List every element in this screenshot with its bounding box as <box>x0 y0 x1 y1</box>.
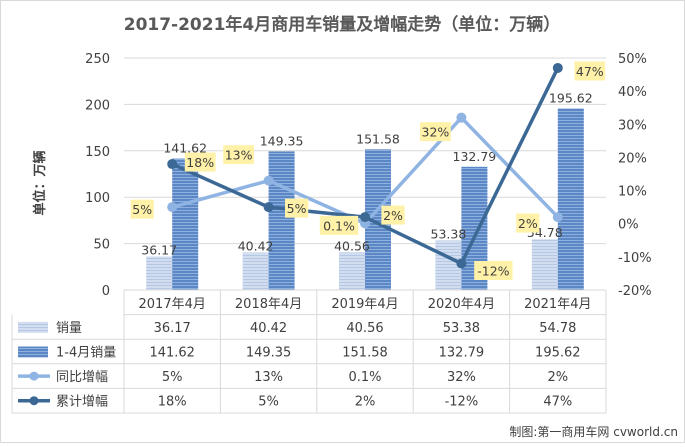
yoy-growth-label: 13% <box>225 148 253 163</box>
legend-label: 同比增幅 <box>56 370 108 385</box>
y2-tick-label: 20% <box>618 151 647 166</box>
x-tick-label: 2021年4月 <box>524 297 591 312</box>
x-tick-label: 2019年4月 <box>331 297 398 312</box>
bar-sales <box>146 256 173 290</box>
table-cell: 2% <box>547 370 568 385</box>
legend-key-bar <box>18 321 48 333</box>
plot-area: 0 50 100 150 200 250 -20% -10% 0% 10% 20% 30% 40% 50%… <box>11 52 652 414</box>
cumulative-growth-label-bg <box>381 205 405 225</box>
yoy-growth-marker <box>263 175 274 186</box>
table-cell: 40.42 <box>250 321 287 336</box>
y2-tick-label: -10% <box>618 251 652 266</box>
y-axis-label: 单位：万辆 <box>32 150 48 215</box>
table-cell: 5% <box>162 370 183 385</box>
table-cell: 53.38 <box>443 321 480 336</box>
yoy-growth-label-bg <box>319 215 359 235</box>
legend-label: 1-4月销量 <box>56 346 116 361</box>
bar-sales-label: 40.42 <box>238 238 274 253</box>
table-cell: 149.35 <box>246 346 292 361</box>
legend-key-marker <box>29 396 39 406</box>
cumulative-growth-label: 2% <box>383 208 403 223</box>
bar-cumulative-label: 149.35 <box>260 133 304 148</box>
table-cell: 141.62 <box>149 346 195 361</box>
table-cell: 18% <box>158 395 187 410</box>
y2-tick-label: 0% <box>618 218 639 233</box>
cumulative-growth-marker <box>167 159 178 170</box>
y-tick-label: 150 <box>85 145 110 160</box>
cumulative-growth-label-bg <box>574 61 606 81</box>
bar-cumulative-sales <box>268 151 295 290</box>
bar-sales-label: 40.56 <box>334 238 370 253</box>
y-tick-label: 0 <box>102 284 110 299</box>
cumulative-growth-label-bg <box>184 152 216 172</box>
table-cell: 40.56 <box>346 321 383 336</box>
cumulative-growth-label-bg <box>474 260 513 280</box>
bar-sales-label: 36.17 <box>141 242 177 257</box>
cumulative-growth-label-bg <box>285 198 309 218</box>
y2-tick-label: 30% <box>618 118 647 133</box>
yoy-growth-label-bg <box>420 122 451 142</box>
legend-key-marker <box>29 371 39 381</box>
cumulative-growth-marker <box>552 62 563 73</box>
bar-cumulative-label: 195.62 <box>549 90 593 105</box>
chart-title: 2017-2021年4月商用车销量及增幅走势（单位：万辆） <box>124 14 561 35</box>
table-cell: 13% <box>254 370 283 385</box>
table-cell: 132.79 <box>439 346 485 361</box>
table-cell: 47% <box>543 395 572 410</box>
bar-sales <box>339 252 365 290</box>
watermark: 制图:第一商用车网 cvworld.cn <box>509 424 678 439</box>
y-tick-label: 100 <box>85 191 110 206</box>
cumulative-growth-label: 5% <box>287 201 307 216</box>
y-tick-label: 200 <box>85 98 110 113</box>
legend-key-bar <box>18 346 48 358</box>
yoy-growth-marker <box>552 212 563 223</box>
x-tick-label: 2018年4月 <box>235 297 302 312</box>
y2-tick-label: -20% <box>618 284 652 299</box>
legend-label: 累计增幅 <box>56 395 108 410</box>
yoy-growth-marker <box>167 202 178 213</box>
cumulative-growth-label: 18% <box>186 155 214 170</box>
table-cell: -12% <box>445 395 479 410</box>
yoy-growth-label: 5% <box>132 202 152 217</box>
legend-label: 销量 <box>56 321 82 336</box>
yoy-growth-marker <box>456 112 467 123</box>
table-cell: 5% <box>258 395 279 410</box>
bar-cumulative-sales <box>172 158 199 290</box>
bar-sales <box>531 239 558 290</box>
bar-cumulative-label: 132.79 <box>453 149 497 164</box>
bar-cumulative-label: 151.58 <box>356 131 400 146</box>
bar-cumulative-label: 141.62 <box>163 141 207 156</box>
y-tick-label: 250 <box>85 52 110 67</box>
cumulative-growth-label: 47% <box>576 64 604 79</box>
bar-sales-label: 53.38 <box>431 226 467 241</box>
table-cell: 54.78 <box>539 321 576 336</box>
yoy-growth-label: 0.1% <box>323 218 355 233</box>
table-cell: 32% <box>447 370 476 385</box>
y2-tick-label: 50% <box>618 52 647 67</box>
table-cell: 195.62 <box>535 346 581 361</box>
yoy-growth-label: 2% <box>518 216 538 231</box>
yoy-growth-label: 32% <box>422 125 450 140</box>
table-cell: 36.17 <box>154 321 191 336</box>
cumulative-growth-marker <box>456 258 467 269</box>
cumulative-growth-marker <box>263 202 274 213</box>
bar-cumulative-sales <box>557 108 584 291</box>
x-tick-label: 2020年4月 <box>428 297 495 312</box>
y2-tick-label: 40% <box>618 85 647 100</box>
cumulative-growth-label: -12% <box>477 263 509 278</box>
table-cell: 2% <box>355 395 376 410</box>
yoy-growth-label-bg <box>223 145 254 165</box>
x-tick-label: 2017年4月 <box>139 297 206 312</box>
cumulative-growth-marker <box>360 212 370 223</box>
bar-sales <box>242 252 269 290</box>
y-tick-label: 50 <box>93 238 110 253</box>
yoy-growth-label-bg <box>130 199 154 219</box>
yoy-growth-label-bg <box>516 213 540 233</box>
table-cell: 0.1% <box>348 370 381 385</box>
y2-tick-label: 10% <box>618 185 647 200</box>
table-cell: 151.58 <box>342 346 388 361</box>
